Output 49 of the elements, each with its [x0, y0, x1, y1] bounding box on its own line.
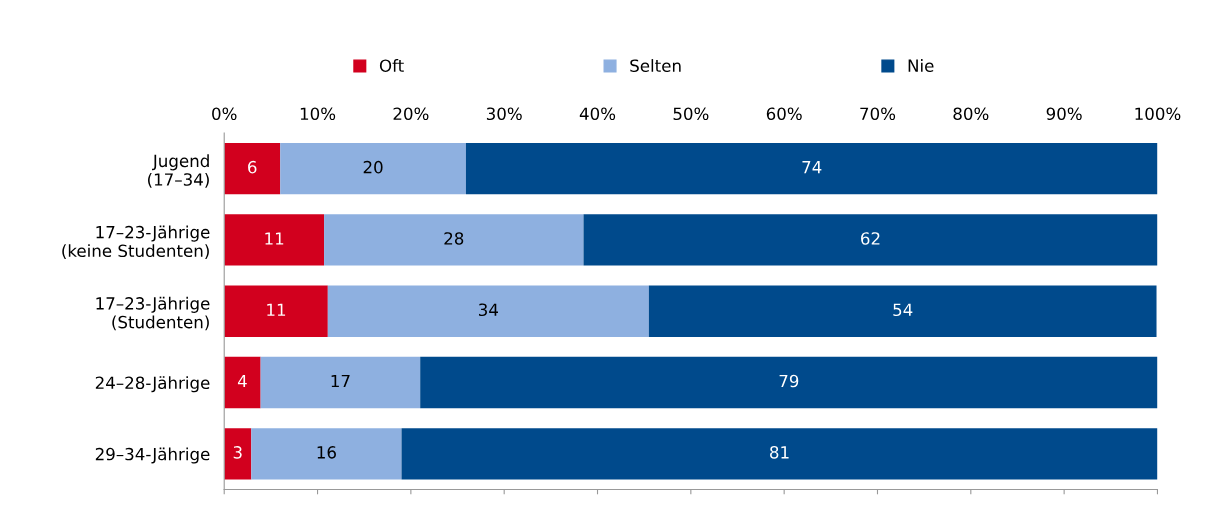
y-tick-label: Jugend (17–34) [148, 154, 209, 188]
x-tick-label: 20% [393, 107, 429, 121]
bar [224, 356, 261, 409]
data-label: 11 [265, 232, 284, 245]
data-label: 4 [237, 374, 247, 388]
data-label: 81 [770, 446, 789, 459]
x-tick-label: 30% [486, 107, 522, 121]
bar [224, 285, 328, 337]
bar [224, 214, 325, 266]
x-tick-label: 70% [860, 107, 896, 121]
x-tick-label: 50% [673, 107, 709, 121]
legend-label: Selten [630, 59, 681, 72]
y-tick-label: 17–23-Jährige (keine Studenten) [62, 225, 210, 260]
data-label: 6 [248, 160, 257, 174]
data-label: 3 [233, 446, 242, 459]
bar [583, 214, 1158, 266]
data-label: 20 [363, 160, 383, 174]
bar [327, 285, 649, 337]
legend-label: Nie [908, 59, 934, 72]
x-tick-label: 10% [300, 107, 336, 121]
bar [420, 356, 1158, 409]
bar [465, 142, 1158, 195]
data-label: 11 [267, 303, 286, 316]
bar [224, 428, 252, 480]
y-tick-label: 24–28-Jährige [95, 376, 210, 393]
bar [251, 428, 402, 480]
x-tick-label: 90% [1046, 107, 1082, 121]
data-label: 79 [779, 374, 799, 388]
data-label: 16 [317, 446, 336, 459]
data-label: 28 [444, 232, 464, 245]
x-tick-label: 40% [579, 107, 616, 121]
data-label: 34 [478, 303, 498, 317]
data-label: 74 [802, 161, 822, 174]
x-tick-label: 60% [766, 107, 802, 121]
bar [648, 285, 1157, 337]
y-tick-label: 17–23-Jährige (Studenten) [96, 296, 210, 331]
legend-label: Oft [379, 59, 404, 72]
x-tick-label: 100% [1135, 107, 1181, 121]
bar [260, 356, 421, 409]
y-tick-label: 29–34-Jährige [95, 447, 210, 464]
bar [224, 142, 281, 195]
x-tick-label: 80% [953, 107, 989, 121]
x-tick-label: 0% [212, 107, 237, 121]
bar [280, 142, 466, 195]
bar [401, 428, 1158, 480]
data-label: 54 [893, 303, 913, 317]
data-label: 17 [331, 374, 350, 388]
data-label: 62 [861, 232, 880, 245]
bar [324, 214, 584, 266]
